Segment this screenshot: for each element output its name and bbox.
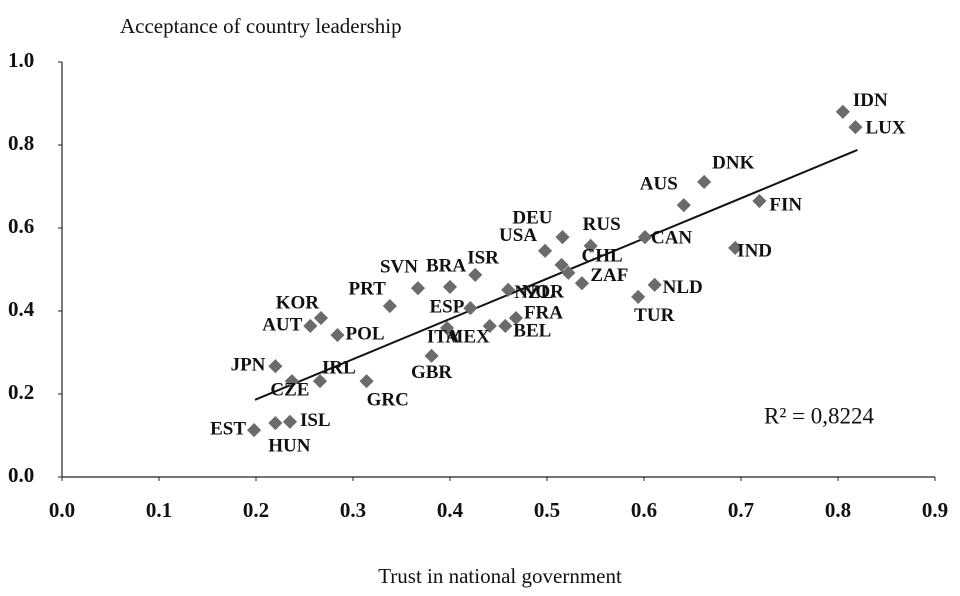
x-axis-label: Trust in national government [378,564,622,588]
point [313,310,329,326]
point-label: DNK [712,152,754,173]
point-label: ESP [430,296,465,317]
r-squared: R² = 0,8224 [764,403,874,428]
point [382,298,397,314]
point [498,318,513,334]
point [268,415,283,431]
point-label: AUT [262,314,302,335]
y-tick-label: 0.4 [8,297,35,321]
point-label: IND [737,240,772,261]
point [637,230,653,245]
x-tick-label: 0.6 [631,498,657,522]
point [424,348,439,363]
point [463,301,478,316]
point [442,279,458,295]
point-label: SVN [380,257,418,278]
point-label: IRL [322,357,356,378]
y-tick-label: 0.8 [8,131,34,155]
point [848,120,863,135]
point [246,423,262,438]
point [268,359,283,374]
point-label: GBR [411,362,452,383]
point-label: ISL [300,410,331,431]
point [282,414,298,429]
x-tick-label: 0.1 [146,498,172,522]
point-label: DEU [512,207,552,228]
point [284,374,299,389]
point [330,327,345,343]
point-label: PRT [349,278,387,299]
point [631,289,646,304]
y-tick-label: 0.6 [8,214,34,238]
x-tick-label: 0.3 [340,498,366,522]
point-label: FIN [769,194,802,215]
point [676,198,691,213]
point-label: AUS [640,174,678,195]
point [728,240,743,255]
point-label: POL [345,323,384,344]
point-label: ISR [467,247,499,268]
point-label: FRA [524,302,563,323]
point-label: ITA [427,326,460,347]
point-label: NZL [514,282,553,303]
point [537,243,553,258]
x-tick-label: 0.8 [825,498,851,522]
point [752,193,767,209]
point-label: LUX [865,118,905,139]
y-tick-label: 1.0 [8,48,34,72]
point-label: KOR [276,292,320,313]
x-tick-label: 0.5 [534,498,560,522]
point-label: CAN [651,227,692,248]
x-tick-label: 0.7 [728,498,754,522]
x-tick-label: 0.2 [243,498,269,522]
point-label: RUS [583,214,621,235]
point [835,104,850,119]
point [303,318,318,334]
point [501,282,516,297]
point-label: HUN [268,435,311,456]
y-axis-label: Acceptance of country leadership [120,14,402,38]
x-tick-label: 0.9 [922,498,948,522]
point [697,174,712,190]
x-tick-label: 0.0 [49,498,75,522]
point-label: BEL [513,320,551,341]
point-label: CHL [582,245,623,266]
point-label: GRC [367,389,409,410]
point [482,318,497,334]
point [468,267,483,282]
point [583,238,598,253]
point [312,374,328,389]
point-label: JPN [231,355,266,376]
point-label: CZE [270,379,309,400]
point [359,374,374,389]
point [440,320,455,336]
x-tick-label: 0.4 [437,498,464,522]
point-label: NOR [522,282,565,303]
point-label: EST [210,418,246,439]
point [574,276,589,291]
point-label: USA [499,225,537,246]
y-tick-label: 0.2 [8,380,34,404]
point-label: BRA [426,255,466,276]
point-label: IDN [853,90,888,111]
point [561,265,576,280]
point-label: ZAF [590,265,628,286]
point [647,277,662,292]
y-tick-label: 0.0 [8,463,34,487]
point-label: MEX [445,326,490,347]
point [554,257,569,273]
point [410,281,426,296]
point-label: NLD [663,277,703,298]
point-label: TUR [634,305,674,326]
point [555,230,570,245]
trend-line [254,149,858,401]
